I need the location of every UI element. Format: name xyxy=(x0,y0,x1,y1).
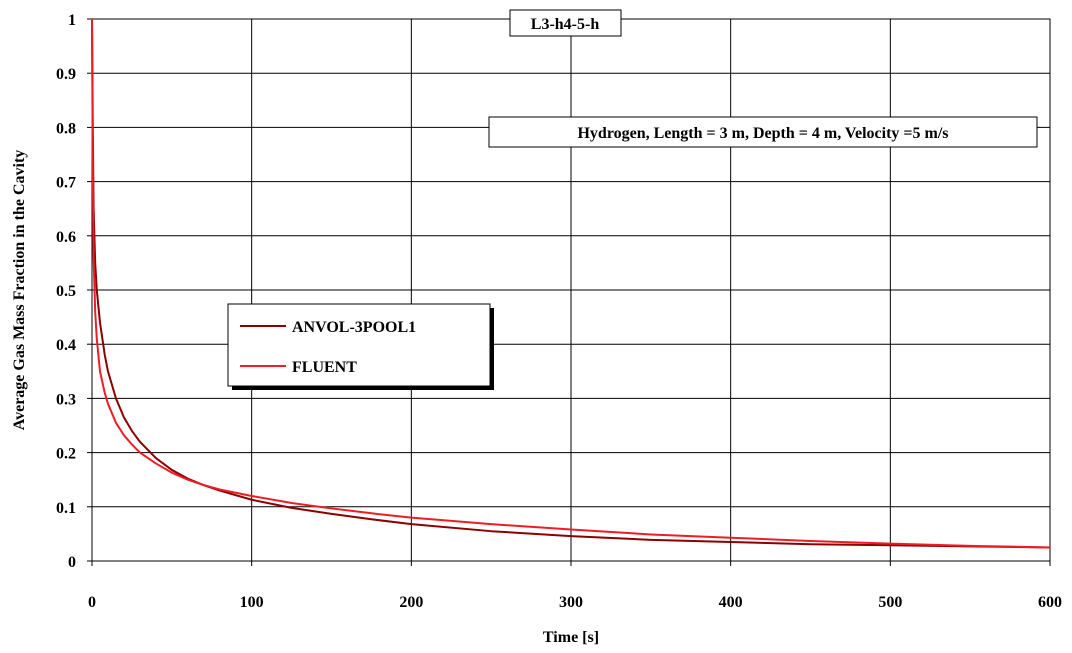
x-tick-label: 300 xyxy=(559,594,583,611)
y-tick-label: 0.5 xyxy=(56,283,76,300)
x-tick-label: 100 xyxy=(240,594,264,611)
x-tick-label: 500 xyxy=(878,594,902,611)
legend-label-fluent: FLUENT xyxy=(292,359,357,376)
y-tick-label: 0.6 xyxy=(56,229,76,246)
y-axis-label: Average Gas Mass Fraction in the Cavity xyxy=(11,150,28,431)
annotation-box: Hydrogen, Length = 3 m, Depth = 4 m, Vel… xyxy=(488,116,1038,148)
chart-tag-box: L3-h4-5-h xyxy=(509,9,622,37)
series-line-fluent xyxy=(91,18,1051,549)
y-tick-label: 0.3 xyxy=(56,391,76,408)
y-tick-label: 0.7 xyxy=(56,175,76,192)
series-lines xyxy=(91,18,1051,549)
legend-label-anvol: ANVOL-3POOL1 xyxy=(292,319,416,336)
y-tick-label: 1 xyxy=(68,12,76,29)
chart-tag: L3-h4-5-h xyxy=(531,16,600,33)
annotation-text: Hydrogen, Length = 3 m, Depth = 4 m, Vel… xyxy=(577,125,948,142)
x-tick-label: 400 xyxy=(719,594,743,611)
x-tick-label: 200 xyxy=(399,594,423,611)
y-tick-label: 0.9 xyxy=(56,66,76,83)
x-axis-label: Time [s] xyxy=(543,629,599,646)
legend: ANVOL-3POOL1 FLUENT xyxy=(227,303,494,390)
x-tick-label: 600 xyxy=(1038,594,1062,611)
x-axis-ticks: 0 100 200 300 400 500 600 xyxy=(88,561,1062,611)
y-tick-label: 0.2 xyxy=(56,446,76,463)
x-tick-label: 0 xyxy=(88,594,96,611)
y-tick-label: 0.4 xyxy=(56,337,76,354)
y-tick-label: 0.1 xyxy=(56,500,76,517)
y-axis-ticks: 0 0.1 0.2 0.3 0.4 0.5 0.6 0.7 0.8 0.9 1 xyxy=(56,12,92,571)
y-tick-label: 0 xyxy=(68,554,76,571)
y-tick-label: 0.8 xyxy=(56,120,76,137)
